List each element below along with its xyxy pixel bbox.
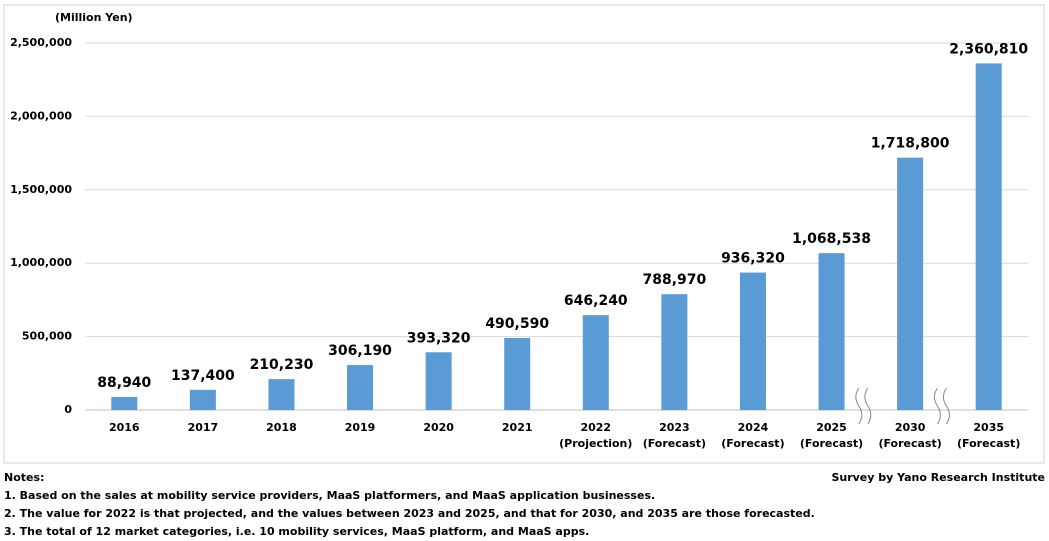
value-label: 490,590 [485,316,549,332]
x-tick-label: 2025 (Forecast) [799,421,864,450]
bar [661,294,688,410]
y-tick-label: 2,000,000 [10,109,72,122]
x-tick-label: 2017 [187,421,219,434]
bar [739,272,766,410]
x-tick-label: 2019 [344,421,376,434]
note: 1. Based on the sales at mobility servic… [4,489,656,502]
bar [111,396,138,410]
source: Survey by Yano Research Institute [831,471,1045,484]
value-label: 137,400 [171,368,235,384]
x-tick-label: 2023 (Forecast) [642,421,707,450]
notes-title: Notes: [4,471,45,484]
y-tick-label: 500,000 [22,330,72,343]
x-tick-label: 2018 [266,421,297,434]
y-tick-label: 1,000,000 [10,256,72,269]
y-axis-label: (Million Yen) [55,11,133,24]
axis-break [864,387,872,425]
value-label: 306,190 [328,343,392,359]
chart-frame [3,4,1045,464]
bar [897,157,924,410]
bar [582,315,609,410]
x-tick-label: 2020 [423,421,454,434]
x-tick-label: 2024 (Forecast) [721,421,785,450]
x-tick-label: 2035 (Forecast) [957,421,1021,450]
bar [818,253,845,410]
bar [425,352,452,410]
value-label: 393,320 [407,330,471,346]
value-label: 936,320 [721,251,785,267]
bar [347,365,374,410]
y-tick-label: 1,500,000 [10,183,72,196]
value-label: 1,068,538 [792,231,871,247]
axis-break [933,387,941,425]
x-tick-label: 2030 (Forecast) [878,421,942,450]
bar [189,389,216,410]
note: 3. The total of 12 market categories, i.… [4,525,590,538]
bar [268,379,295,410]
value-label: 646,240 [564,293,628,309]
y-tick-label: 0 [64,403,72,416]
value-label: 2,360,810 [949,41,1028,57]
axis-break [942,387,950,425]
value-label: 88,940 [97,375,151,391]
bar [504,337,531,410]
x-tick-label: 2016 [108,421,140,434]
axis-break [855,387,863,425]
y-tick-label: 2,500,000 [10,36,72,49]
bar [975,63,1002,410]
value-label: 210,230 [250,357,314,373]
x-tick-label: 2022 (Projection) [559,421,633,450]
value-label: 1,718,800 [871,136,950,152]
value-label: 788,970 [642,272,706,288]
x-tick-label: 2021 [501,421,533,434]
note: 2. The value for 2022 is that projected,… [4,507,815,520]
